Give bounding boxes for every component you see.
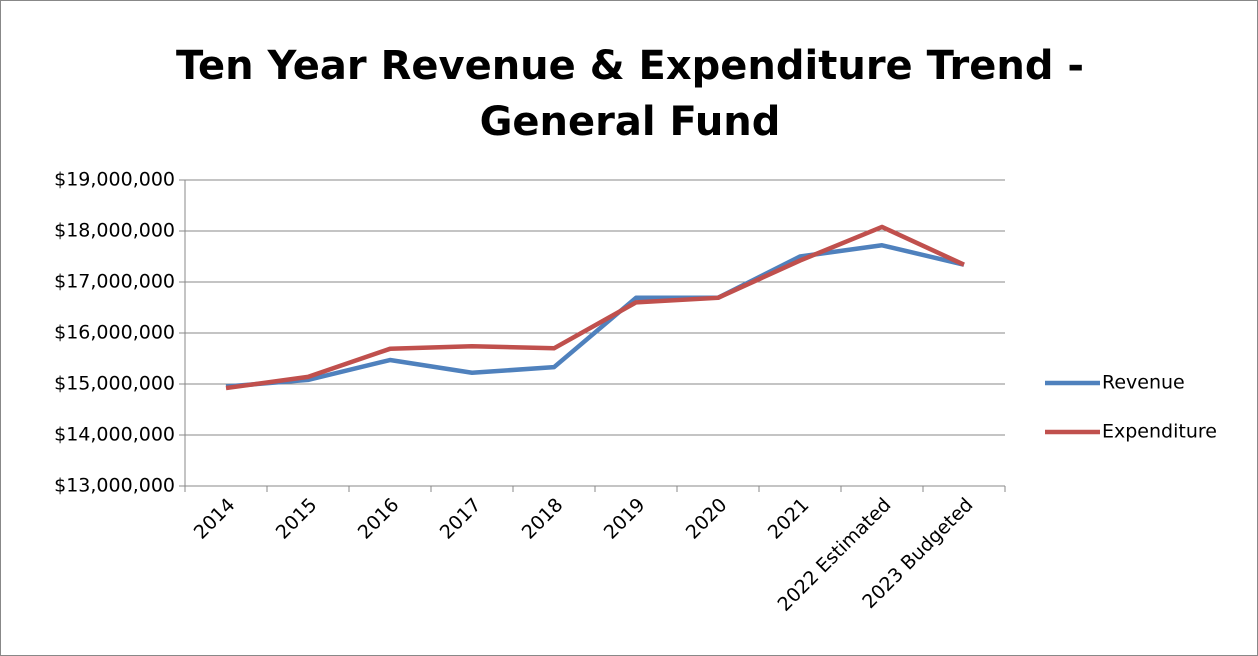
series-line xyxy=(225,243,965,389)
x-tick-label: 2014 xyxy=(190,494,240,544)
x-tick-label: 2020 xyxy=(682,494,732,544)
x-tick-label: 2015 xyxy=(272,494,322,544)
y-tick-label: $18,000,000 xyxy=(54,220,175,242)
x-tick-label: 2019 xyxy=(600,494,650,544)
y-tick-label: $13,000,000 xyxy=(54,475,175,497)
x-tick-label: 2017 xyxy=(436,494,486,544)
y-tick-label: $14,000,000 xyxy=(54,424,175,446)
y-tick-label: $19,000,000 xyxy=(54,169,175,191)
x-tick-label: 2018 xyxy=(518,494,568,544)
series-line xyxy=(225,224,965,391)
y-tick-label: $16,000,000 xyxy=(54,322,175,344)
legend-label: Expenditure xyxy=(1102,421,1217,443)
chart-title: Ten Year Revenue & Expenditure Trend - G… xyxy=(176,43,1084,145)
y-tick-label: $17,000,000 xyxy=(54,271,175,293)
legend-label: Revenue xyxy=(1102,372,1185,394)
y-tick-label: $15,000,000 xyxy=(54,373,175,395)
x-tick-label: 2016 xyxy=(354,494,404,544)
x-tick-label: 2021 xyxy=(764,494,814,544)
